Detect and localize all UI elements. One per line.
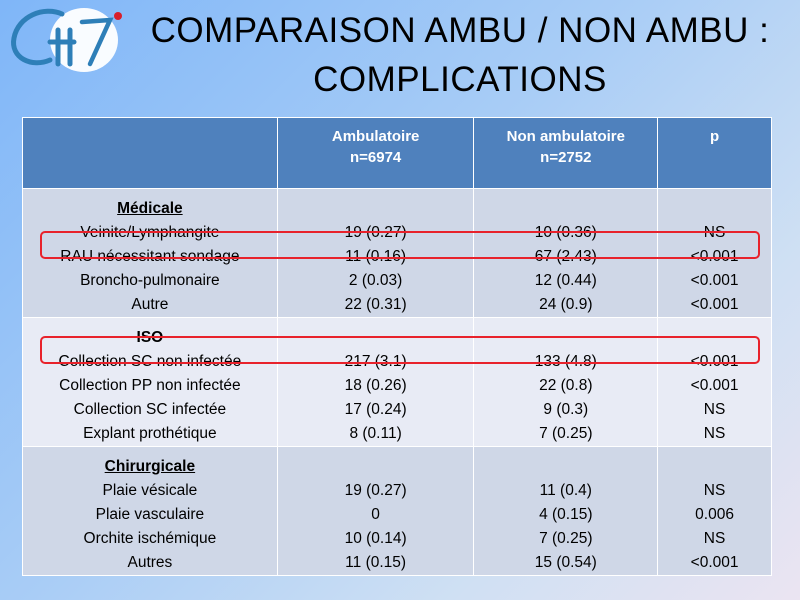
cell-label: ISO Collection SC non infectée Collection … bbox=[22, 317, 278, 447]
section-spacer bbox=[662, 197, 767, 221]
row-value: 11 (0.16) bbox=[345, 248, 407, 265]
logo-icon bbox=[11, 8, 122, 72]
page-title: COMPARAISON AMBU / NON AMBU : COMPLICATI… bbox=[120, 6, 800, 104]
row-label: Explant prothétique bbox=[83, 425, 217, 442]
row-value: 19 (0.27) bbox=[344, 482, 407, 499]
section-spacer bbox=[662, 455, 767, 479]
row-value: 11 (0.4) bbox=[539, 482, 592, 499]
section-spacer bbox=[282, 197, 470, 221]
row-value: 0 bbox=[371, 506, 380, 523]
row-label: Autres bbox=[127, 554, 173, 571]
header-p: p bbox=[657, 117, 772, 189]
row-value: 15 (0.54) bbox=[534, 554, 597, 571]
cell-non_ambu: 11 (0.4) 4 (0.15) 7 (0.25) 15 (0.54) bbox=[473, 446, 659, 576]
complications-table: Ambulatoire n=6974 Non ambulatoire n=275… bbox=[22, 117, 772, 576]
row-value: 10 (0.14) bbox=[344, 530, 407, 547]
row-value: 22 (0.8) bbox=[539, 377, 593, 394]
row-label: Orchite ischémique bbox=[83, 530, 217, 547]
header-empty bbox=[22, 117, 278, 189]
section-spacer bbox=[478, 455, 653, 479]
row-value: <0.001 bbox=[690, 272, 739, 289]
row-value: <0.001 bbox=[690, 248, 739, 265]
row-value: 0.006 bbox=[695, 506, 734, 523]
row-value: 24 (0.9) bbox=[539, 296, 593, 313]
row-value: <0.001 bbox=[690, 377, 739, 394]
header-ambulatoire: Ambulatoire n=6974 bbox=[276, 117, 475, 189]
header-non-ambulatoire: Non ambulatoire n=2752 bbox=[473, 117, 659, 189]
row-label: Collection SC infectée bbox=[73, 401, 227, 418]
table-section-chirurgicale: Chirurgicale Plaie vésicale Plaie vasculai… bbox=[22, 446, 772, 576]
section-spacer bbox=[478, 197, 653, 221]
section-title: Chirurgicale bbox=[104, 458, 196, 475]
row-value: 2 (0.03) bbox=[348, 272, 403, 289]
table-section-iso: ISO Collection SC non infectée Collection … bbox=[22, 317, 772, 447]
row-value: 7 (0.25) bbox=[539, 530, 593, 547]
row-value: 7 (0.25) bbox=[539, 425, 593, 442]
cell-p: NS 0.006 NS <0.001 bbox=[657, 446, 772, 576]
row-value: 18 (0.26) bbox=[344, 377, 407, 394]
highlight-box-rau bbox=[40, 231, 760, 259]
row-value: 67 (2.43) bbox=[534, 248, 597, 265]
cell-ambu: 19 (0.27) 0 10 (0.14) 11 (0.15) bbox=[276, 446, 475, 576]
cell-label: Chirurgicale Plaie vésicale Plaie vasculai… bbox=[22, 446, 278, 576]
row-label: Collection PP non infectée bbox=[59, 377, 241, 394]
row-value: 12 (0.44) bbox=[534, 272, 597, 289]
title-line-2: COMPLICATIONS bbox=[313, 60, 607, 99]
row-value: 133 (4.8) bbox=[534, 353, 597, 370]
table-section-médicale: Médicale Veinite/Lymphangite RAU nécessita… bbox=[22, 188, 772, 318]
row-label: Plaie vasculaire bbox=[95, 506, 205, 523]
row-value: 4 (0.15) bbox=[539, 506, 593, 523]
row-value: 9 (0.3) bbox=[543, 401, 589, 418]
cell-p: <0.001 <0.001 NS NS bbox=[657, 317, 772, 447]
section-spacer bbox=[282, 455, 470, 479]
cell-ambu: 19 (0.27) 11 (0.16) 2 (0.03) 22 (0.31) bbox=[276, 188, 475, 318]
row-label: Broncho-pulmonaire bbox=[80, 272, 220, 289]
cell-p: NS <0.001 <0.001 <0.001 bbox=[657, 188, 772, 318]
row-value: 11 (0.15) bbox=[345, 554, 407, 571]
row-label: Autre bbox=[131, 296, 169, 313]
row-value: NS bbox=[703, 482, 726, 499]
row-value: <0.001 bbox=[690, 554, 739, 571]
row-label: RAU nécessitant sondage bbox=[60, 248, 240, 265]
row-value: NS bbox=[703, 401, 726, 418]
row-value: <0.001 bbox=[690, 296, 739, 313]
row-label: Plaie vésicale bbox=[102, 482, 198, 499]
highlight-box-collection-sc bbox=[40, 336, 760, 364]
title-line-1: COMPARAISON AMBU / NON AMBU : bbox=[150, 11, 770, 50]
section-title: Médicale bbox=[117, 200, 183, 217]
cell-ambu: 217 (3.1) 18 (0.26) 17 (0.24) 8 (0.11) bbox=[276, 317, 475, 447]
row-value: 8 (0.11) bbox=[349, 425, 402, 442]
row-value: <0.001 bbox=[690, 353, 739, 370]
row-value: 217 (3.1) bbox=[344, 353, 407, 370]
row-value: NS bbox=[703, 425, 726, 442]
row-value: 22 (0.31) bbox=[344, 296, 407, 313]
table-header-row: Ambulatoire n=6974 Non ambulatoire n=275… bbox=[22, 117, 772, 189]
row-label: Collection SC non infectée bbox=[58, 353, 242, 370]
row-value: 17 (0.24) bbox=[344, 401, 407, 418]
row-value: NS bbox=[703, 530, 726, 547]
